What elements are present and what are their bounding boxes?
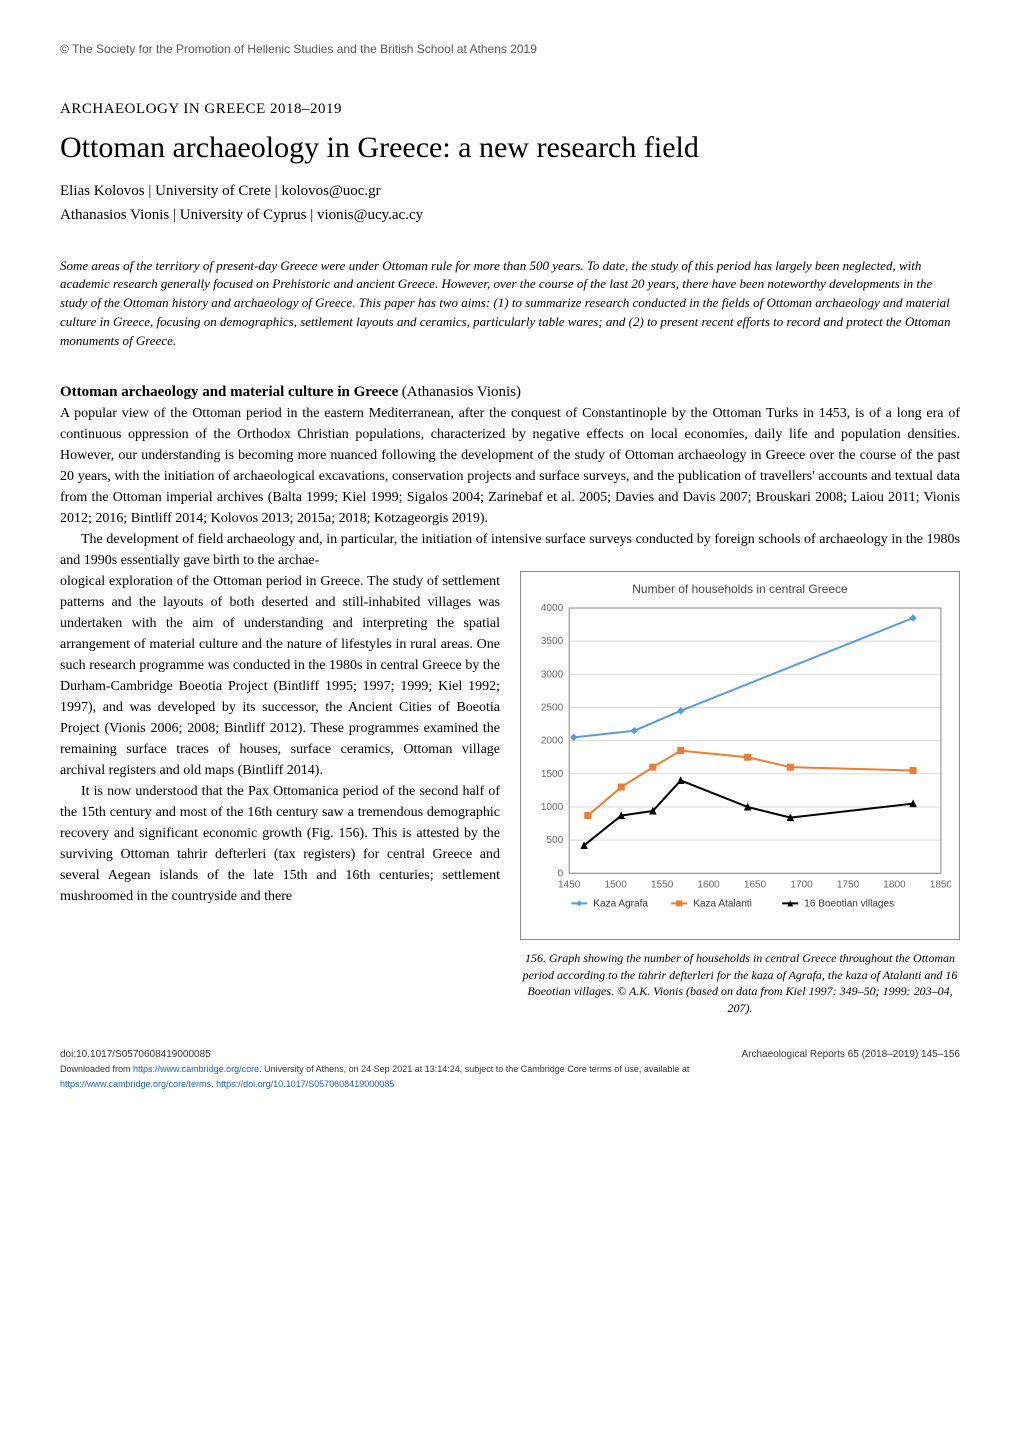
author-affil-2: University of Cyprus	[180, 207, 307, 223]
svg-text:1000: 1000	[541, 802, 564, 813]
footer-link-1[interactable]: https://www.cambridge.org/core	[133, 1064, 259, 1074]
svg-text:Kaza Agrafa: Kaza Agrafa	[593, 899, 648, 910]
copyright-text: © The Society for the Promotion of Helle…	[60, 40, 960, 58]
svg-text:Kaza Atalanti: Kaza Atalanti	[693, 899, 752, 910]
author-name-2: Athanasios Vionis	[60, 207, 169, 223]
svg-text:1800: 1800	[883, 880, 906, 891]
footer-downloaded: Downloaded from https://www.cambridge.or…	[60, 1064, 689, 1074]
authors-block: Elias Kolovos | University of Crete | ko…	[60, 180, 960, 227]
author-name-1: Elias Kolovos	[60, 183, 145, 199]
svg-text:1750: 1750	[837, 880, 860, 891]
svg-text:1650: 1650	[744, 880, 767, 891]
svg-text:1450: 1450	[558, 880, 581, 891]
footer-dl-text: Downloaded from	[60, 1064, 133, 1074]
author-line-1: Elias Kolovos | University of Crete | ko…	[60, 180, 960, 203]
body-p2-continue: ological exploration of the Ottoman peri…	[60, 571, 500, 781]
abstract-text: Some areas of the territory of present-d…	[60, 257, 960, 351]
chart-title: Number of households in central Greece	[529, 580, 951, 598]
svg-text:2000: 2000	[541, 736, 564, 747]
section-heading: Ottoman archaeology and material culture…	[60, 384, 398, 400]
left-column: ological exploration of the Ottoman peri…	[60, 571, 500, 1017]
body-p1: A popular view of the Ottoman period in …	[60, 403, 960, 529]
svg-text:3500: 3500	[541, 636, 564, 647]
body-p2-top: The development of field archaeology and…	[60, 529, 960, 571]
svg-text:4000: 4000	[541, 603, 564, 614]
svg-text:1700: 1700	[790, 880, 813, 891]
author-email-1: kolovos@uoc.gr	[281, 183, 380, 199]
svg-text:1600: 1600	[697, 880, 720, 891]
section-label: ARCHAEOLOGY IN GREECE 2018–2019	[60, 98, 960, 121]
footer-dl-text2: . University of Athens, on 24 Sep 2021 a…	[259, 1064, 689, 1074]
svg-text:0: 0	[558, 869, 564, 880]
svg-text:1500: 1500	[541, 769, 564, 780]
footer-doi: doi:10.1017/S0570608419000085	[60, 1049, 211, 1060]
body-p3: It is now understood that the Pax Ottoma…	[60, 781, 500, 907]
svg-text:500: 500	[546, 835, 563, 846]
author-email-2: vionis@ucy.ac.cy	[317, 207, 423, 223]
figure-caption: 156. Graph showing the number of househo…	[520, 950, 960, 1017]
svg-text:1550: 1550	[651, 880, 674, 891]
paper-title: Ottoman archaeology in Greece: a new res…	[60, 125, 960, 170]
author-affil-1: University of Crete	[155, 183, 271, 199]
footer-terms-link[interactable]: https://www.cambridge.org/core/terms	[60, 1079, 211, 1089]
svg-text:16 Boeotian villages: 16 Boeotian villages	[804, 899, 894, 910]
svg-text:1500: 1500	[604, 880, 627, 891]
chart-svg: 0 500 1000 1500 2000 2500 3000 3500 4000 1450 1500…	[529, 602, 951, 924]
body-text: Ottoman archaeology and material culture…	[60, 381, 960, 572]
right-column: Number of households in central Greece 0…	[520, 571, 960, 1017]
author-line-2: Athanasios Vionis | University of Cyprus…	[60, 204, 960, 227]
svg-text:3000: 3000	[541, 670, 564, 681]
footer-left: doi:10.1017/S0570608419000085 Downloaded…	[60, 1047, 689, 1092]
svg-text:1850: 1850	[930, 880, 951, 891]
chart-container: Number of households in central Greece 0…	[520, 571, 960, 940]
section-heading-author: (Athanasios Vionis)	[402, 384, 521, 400]
footer-doi-link[interactable]: https://doi.org/10.1017/S057060841900008…	[216, 1079, 394, 1089]
page-footer: doi:10.1017/S0570608419000085 Downloaded…	[60, 1047, 960, 1092]
svg-text:2500: 2500	[541, 703, 564, 714]
footer-right: Archaeological Reports 65 (2018–2019) 14…	[742, 1047, 961, 1092]
